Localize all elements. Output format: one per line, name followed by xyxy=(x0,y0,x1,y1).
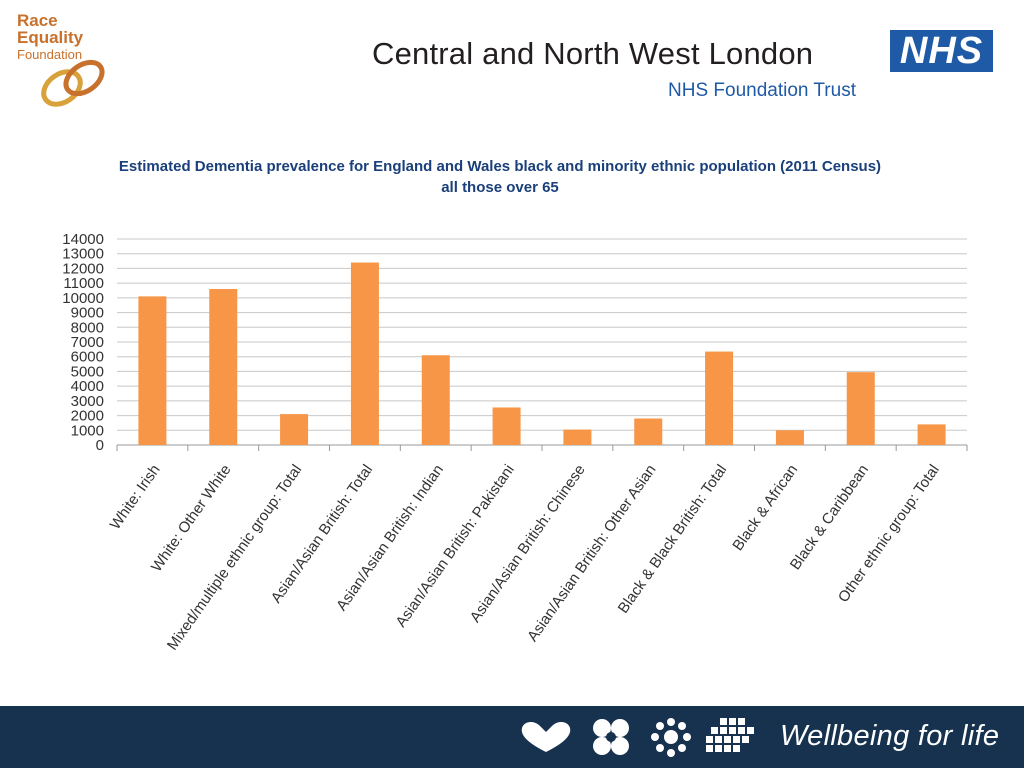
bar xyxy=(350,262,379,445)
y-tick-label: 8000 xyxy=(71,319,104,336)
y-tick-label: 9000 xyxy=(71,305,104,322)
trust-subtitle: NHS Foundation Trust xyxy=(668,80,856,101)
y-tick-label: 2000 xyxy=(71,408,104,425)
y-tick-label: 7000 xyxy=(71,334,104,351)
x-tick-label: Asian/Asian British: Chinese xyxy=(467,462,589,626)
y-tick-label: 1000 xyxy=(71,422,104,439)
y-tick-label: 11000 xyxy=(63,275,104,292)
dot-grid-icon xyxy=(706,718,754,752)
x-tick-label: Asian/Asian British: Other Asian xyxy=(524,462,659,645)
bar xyxy=(421,355,450,445)
x-tick-label: Mixed/multiple ethnic group: Total xyxy=(164,462,305,654)
ring-flower-icon xyxy=(651,718,691,757)
x-tick-label: Black & Caribbean xyxy=(787,462,872,574)
footer-icons xyxy=(521,718,754,757)
logo-text-foundation: Foundation xyxy=(17,47,83,62)
bar xyxy=(846,372,875,445)
bar xyxy=(209,289,238,445)
rings-logo-icon xyxy=(41,59,105,107)
footer-bar: Wellbeing for life xyxy=(0,706,1024,768)
bar xyxy=(775,430,804,445)
logo-text-race: Race xyxy=(17,11,58,30)
heart-icon xyxy=(521,722,571,752)
bar xyxy=(917,424,946,445)
trust-name: Central and North West London xyxy=(372,36,814,71)
bar xyxy=(138,296,167,445)
y-tick-label: 10000 xyxy=(62,290,104,307)
logo-text-equality: Equality xyxy=(17,28,84,47)
y-tick-label: 4000 xyxy=(71,378,104,395)
footer-slogan: Wellbeing for life xyxy=(780,720,1000,752)
bar xyxy=(492,407,521,445)
y-tick-label: 5000 xyxy=(71,363,104,380)
race-equality-foundation-logo: Race Equality Foundation xyxy=(14,12,114,116)
y-tick-label: 14000 xyxy=(62,231,104,248)
y-tick-label: 12000 xyxy=(62,260,104,277)
bar xyxy=(705,351,734,445)
y-tick-label: 6000 xyxy=(71,349,104,366)
bar-chart: 0100020003000400050006000700080009000100… xyxy=(62,231,968,654)
x-tick-label: White: Other White xyxy=(148,462,235,576)
y-tick-label: 3000 xyxy=(71,393,104,410)
chart-title: Estimated Dementia prevalence for Englan… xyxy=(118,158,882,175)
x-tick-label: Black & African xyxy=(729,462,801,554)
bar xyxy=(280,414,309,445)
bar xyxy=(563,429,592,445)
x-tick-label: Asian/Asian British: Pakistani xyxy=(393,462,518,631)
y-tick-label: 13000 xyxy=(62,246,104,263)
flower-icon xyxy=(593,719,629,755)
x-tick-label: White: Irish xyxy=(107,462,164,533)
chart-title-block: Estimated Dementia prevalence for Englan… xyxy=(40,156,960,198)
nhs-logo: NHS xyxy=(890,30,993,72)
chart-subtitle: all those over 65 xyxy=(441,179,559,196)
y-tick-label: 0 xyxy=(96,437,104,454)
bar xyxy=(634,418,663,445)
